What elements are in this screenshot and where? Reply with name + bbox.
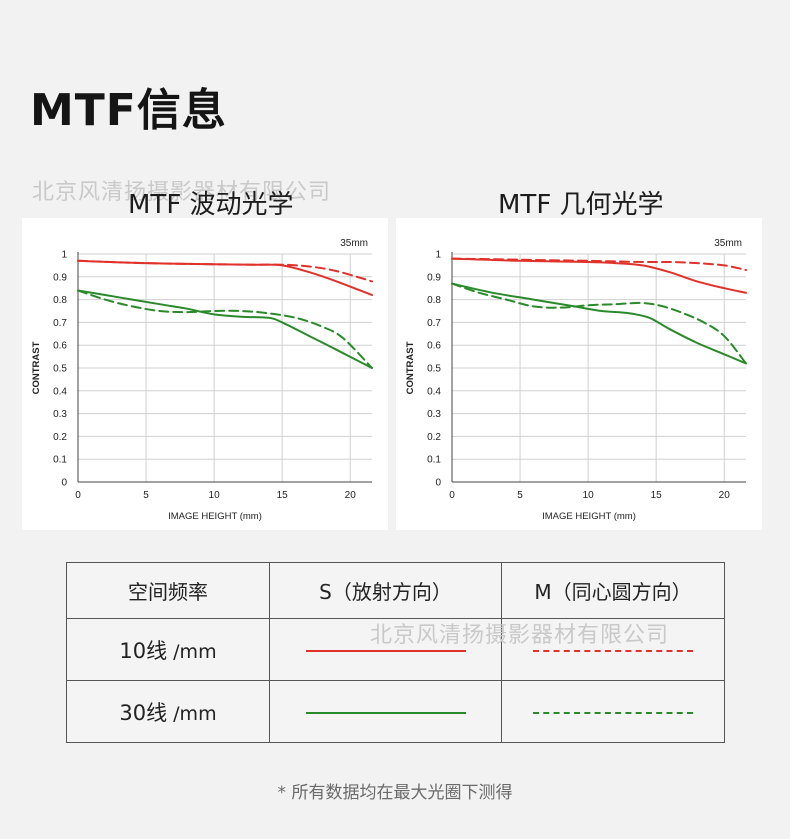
watermark: 北京风清扬摄影器材有限公司	[32, 180, 332, 205]
y-tick-label: 0.5	[53, 364, 67, 375]
focal-length-label: 35mm	[340, 238, 368, 249]
legend-header-s: S（放射方向）	[269, 562, 502, 619]
y-tick-label: 0.4	[53, 386, 67, 397]
y-axis-label: CONTRAST	[405, 341, 416, 394]
legend-row-label: 30线/mm	[66, 680, 270, 743]
page-title: MTF信息	[30, 85, 227, 136]
series-line-s-30	[77, 289, 373, 369]
series-line-s-10	[451, 257, 747, 294]
focal-length-label: 35mm	[714, 238, 742, 249]
legend-freq-value: 30线	[119, 700, 168, 725]
footnote: * 所有数据均在最大光圈下测得	[277, 783, 513, 803]
x-tick-label: 0	[75, 490, 81, 501]
legend-header-row: 空间频率 S（放射方向） M（同心圆方向）	[66, 562, 725, 619]
watermark: 北京风清扬摄影器材有限公司	[370, 623, 670, 648]
legend-row-30: 30线/mm	[66, 680, 725, 743]
y-tick-label: 0.3	[427, 409, 441, 420]
legend-freq-unit: /mm	[173, 702, 217, 725]
x-tick-label: 10	[583, 490, 595, 501]
chart-background	[22, 218, 388, 530]
y-tick-label: 0	[435, 478, 441, 489]
series-line-s-30	[451, 282, 747, 365]
legend-row-label: 10线/mm	[66, 618, 270, 681]
swatch-solid-red-line	[305, 649, 466, 652]
y-tick-label: 0.3	[53, 409, 67, 420]
x-tick-label: 20	[345, 490, 357, 501]
x-tick-label: 5	[143, 490, 149, 501]
chart-background	[396, 218, 762, 530]
y-tick-label: 0.7	[427, 318, 441, 329]
legend-header-m: M（同心圆方向）	[501, 562, 725, 619]
y-tick-label: 1	[61, 250, 67, 261]
y-tick-label: 0.1	[427, 455, 441, 466]
series-line-m-30	[77, 289, 373, 369]
x-axis-label: IMAGE HEIGHT (mm)	[542, 511, 636, 522]
mtf-chart-geometric-optics: 00.10.20.30.40.50.60.70.80.910 5 10 15 20IMA…	[396, 218, 762, 530]
chart-title-geometric-optics: MTF 几何光学	[498, 190, 664, 220]
y-axis-label: CONTRAST	[31, 341, 42, 394]
swatch-dashed-red-line	[533, 649, 693, 652]
y-tick-label: 0.8	[427, 295, 441, 306]
y-tick-label: 0.2	[427, 432, 441, 443]
y-tick-label: 0.9	[427, 272, 441, 283]
x-tick-label: 0	[449, 490, 455, 501]
y-tick-label: 0.6	[53, 341, 67, 352]
x-tick-label: 5	[517, 490, 523, 501]
legend-header-freq: 空间频率	[66, 562, 270, 619]
x-tick-label: 10	[209, 490, 221, 501]
x-tick-label: 20	[719, 490, 731, 501]
legend-table: 空间频率 S（放射方向） M（同心圆方向） 10线/mm 30线/mm	[66, 562, 725, 743]
legend-cell-s-10	[269, 618, 502, 681]
y-tick-label: 0	[61, 478, 67, 489]
y-tick-label: 0.4	[427, 386, 441, 397]
mtf-chart-wave-optics: 00.10.20.30.40.50.60.70.80.910 5 10 15 20IMA…	[22, 218, 388, 530]
chart-title-wave-optics: MTF 波动光学	[128, 190, 294, 220]
legend-freq-value: 10线	[119, 638, 168, 663]
y-tick-label: 1	[435, 250, 441, 261]
x-tick-label: 15	[277, 490, 289, 501]
legend-row-10: 10线/mm	[66, 618, 725, 681]
x-tick-label: 15	[651, 490, 663, 501]
series-line-m-10	[77, 259, 373, 283]
y-tick-label: 0.8	[53, 295, 67, 306]
series-line-m-10	[451, 257, 747, 271]
y-tick-label: 0.7	[53, 318, 67, 329]
y-tick-label: 0.1	[53, 455, 67, 466]
y-tick-label: 0.6	[427, 341, 441, 352]
y-tick-label: 0.2	[53, 432, 67, 443]
legend-cell-m-30	[501, 680, 725, 743]
series-line-m-30	[451, 282, 747, 365]
legend-cell-s-30	[269, 680, 502, 743]
legend-freq-unit: /mm	[173, 640, 217, 663]
legend-cell-m-10	[501, 618, 725, 681]
swatch-solid-green-line	[305, 711, 466, 714]
y-tick-label: 0.5	[427, 364, 441, 375]
y-tick-label: 0.9	[53, 272, 67, 283]
swatch-dashed-green-line	[533, 711, 693, 714]
x-axis-label: IMAGE HEIGHT (mm)	[168, 511, 262, 522]
